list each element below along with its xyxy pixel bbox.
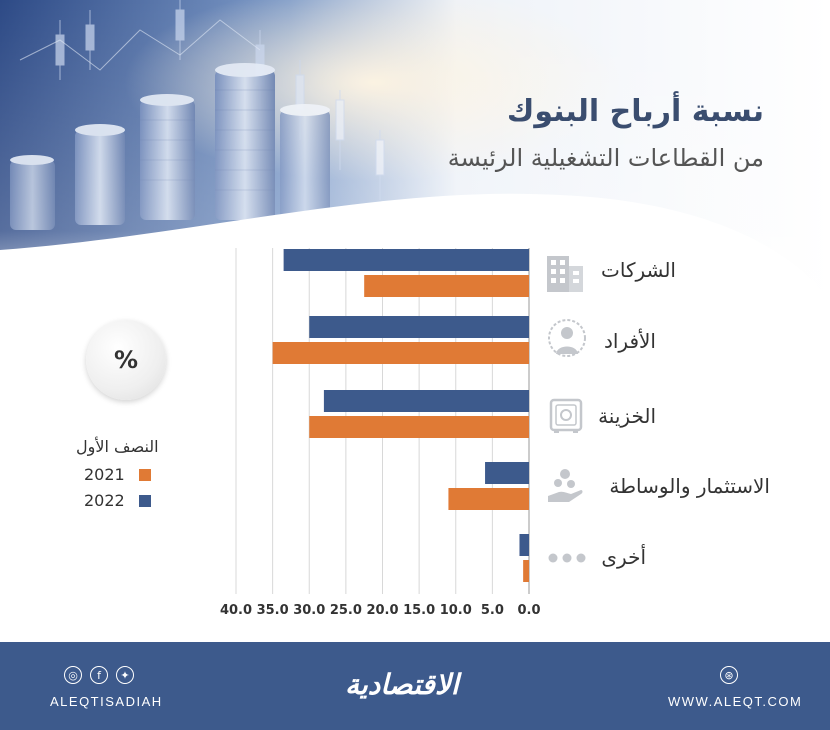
x-tick-label: 0.0 bbox=[517, 603, 540, 618]
twitter-icon[interactable]: ✦ bbox=[116, 666, 134, 684]
legend-swatch-2021 bbox=[138, 468, 151, 481]
category-label-investment-brokerage: الاستثمار والوساطة bbox=[609, 474, 770, 498]
category-label-treasury: الخزينة bbox=[598, 404, 656, 428]
header-banner-image bbox=[0, 0, 830, 330]
x-tick-label: 30.0 bbox=[293, 603, 325, 618]
bar-2021-1 bbox=[272, 342, 529, 364]
x-tick-label: 40.0 bbox=[220, 603, 252, 618]
chart-title: نسبة أرباح البنوك bbox=[506, 94, 764, 129]
category-label-other: أخرى bbox=[601, 545, 646, 569]
bar-2021-0 bbox=[364, 275, 529, 297]
x-tick-label: 35.0 bbox=[257, 603, 289, 618]
percent-unit-badge: % bbox=[86, 320, 166, 400]
dots-icon bbox=[548, 553, 586, 563]
footer-bar: ◎ f ✦ ALEQTISADIAH الاقتصادية ⊛ WWW.ALEQ… bbox=[0, 642, 830, 730]
chart-subtitle: من القطاعات التشغيلية الرئيسة bbox=[447, 144, 764, 172]
bar-2022-1 bbox=[309, 316, 529, 338]
bar-chart: 0.0 5.0 10.0 15.0 20.0 25.0 30.0 35.0 40.0 bbox=[220, 248, 541, 618]
brand-logo: الاقتصادية bbox=[345, 668, 459, 701]
person-icon bbox=[548, 319, 586, 357]
legend-item-2022: 2022 bbox=[84, 491, 151, 510]
hand-coins-icon bbox=[548, 469, 583, 502]
bar-2022-3 bbox=[485, 462, 529, 484]
category-label-companies: الشركات bbox=[601, 258, 676, 282]
x-tick-label: 5.0 bbox=[481, 603, 504, 618]
safe-icon bbox=[549, 398, 583, 433]
bar-2021-4 bbox=[523, 560, 529, 582]
category-label-individuals: الأفراد bbox=[603, 329, 656, 353]
legend-item-2021: 2021 bbox=[84, 465, 151, 484]
legend-label-2022: 2022 bbox=[84, 491, 125, 510]
x-tick-label: 20.0 bbox=[366, 603, 398, 618]
web-icon[interactable]: ⊛ bbox=[720, 666, 738, 684]
x-tick-label: 15.0 bbox=[403, 603, 435, 618]
building-icon bbox=[547, 256, 583, 292]
bar-2021-3 bbox=[448, 488, 529, 510]
facebook-icon[interactable]: f bbox=[90, 666, 108, 684]
instagram-icon[interactable]: ◎ bbox=[64, 666, 82, 684]
bar-2022-0 bbox=[283, 249, 529, 271]
legend-label-2021: 2021 bbox=[84, 465, 125, 484]
bar-2021-2 bbox=[309, 416, 529, 438]
x-tick-label: 10.0 bbox=[440, 603, 472, 618]
legend-title: النصف الأول bbox=[76, 437, 159, 456]
bar-2022-2 bbox=[323, 390, 529, 412]
website-url[interactable]: WWW.ALEQT.COM bbox=[668, 694, 803, 709]
legend-swatch-2022 bbox=[138, 494, 151, 507]
social-handle: ALEQTISADIAH bbox=[50, 694, 163, 709]
bar-2022-4 bbox=[519, 534, 529, 556]
x-tick-label: 25.0 bbox=[330, 603, 362, 618]
